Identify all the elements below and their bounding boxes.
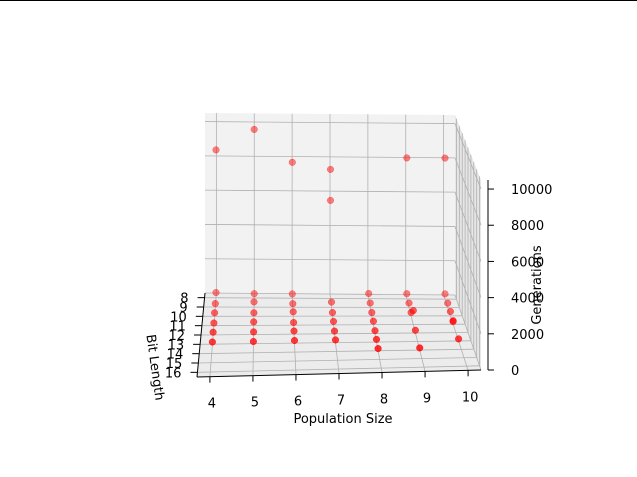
window-top-border <box>0 0 637 1</box>
data-point <box>455 335 463 343</box>
data-point <box>446 307 454 316</box>
data-point <box>409 306 417 315</box>
grid-line-z-back <box>204 189 456 193</box>
y-axis-label: Bit Length <box>142 333 166 401</box>
data-point <box>327 298 336 306</box>
data-point <box>371 327 379 335</box>
data-point <box>290 336 299 345</box>
x-tick-label: 7 <box>337 394 345 409</box>
grid-line-z-side <box>454 294 482 371</box>
x-axis-label: Population Size <box>293 412 392 427</box>
data-point <box>208 338 216 346</box>
data-point <box>250 328 258 336</box>
data-point <box>330 327 339 335</box>
x-tick-label: 9 <box>423 391 431 406</box>
data-point <box>441 290 449 298</box>
z-tick-label: 4000 <box>511 292 544 307</box>
z-tick-label: 2000 <box>511 328 544 343</box>
x-tick-label: 4 <box>208 397 216 412</box>
axis-panes <box>197 113 481 377</box>
z-tick-label: 0 <box>511 364 519 379</box>
grid-line-z-back <box>204 155 456 159</box>
grid-line-y-floor <box>197 365 480 373</box>
data-point <box>250 318 258 326</box>
data-point <box>369 317 377 325</box>
data-point <box>289 308 297 316</box>
data-point <box>210 319 218 327</box>
x-tick-label: 8 <box>380 392 388 407</box>
grid-line-z-side <box>454 260 482 334</box>
y-tick-label: 11 <box>169 320 186 335</box>
y-tick-label: 14 <box>167 348 184 363</box>
data-point <box>211 309 219 317</box>
data-point <box>250 290 258 298</box>
x-tick-label: 6 <box>294 395 302 410</box>
data-point <box>331 336 340 344</box>
data-points <box>208 125 463 353</box>
data-point <box>368 308 376 317</box>
grid-line-y-floor <box>204 297 457 300</box>
grid-line-z-side <box>454 123 482 190</box>
data-point <box>365 289 373 298</box>
y-tick-label: 8 <box>180 292 188 307</box>
grid-line-z-back <box>204 258 456 262</box>
grid-line-y-floor <box>198 357 477 364</box>
grid-line-z-side <box>454 192 482 262</box>
x-tick-label: 5 <box>251 396 259 411</box>
grid-line-y-floor <box>199 348 474 355</box>
grid-line-z-side <box>454 157 482 226</box>
data-point <box>374 345 382 353</box>
z-axis-label: Generations <box>530 245 545 325</box>
grid-line-z-back <box>204 121 456 124</box>
y-tick-label: 9 <box>179 301 187 316</box>
data-point <box>449 318 457 326</box>
data-point <box>288 290 296 298</box>
data-point <box>212 289 220 297</box>
data-point <box>289 300 297 308</box>
y-tick-label: 13 <box>168 338 185 353</box>
y-tick-label: 12 <box>168 329 185 344</box>
data-point <box>326 196 335 204</box>
data-point <box>403 290 411 298</box>
grid-line-z-back <box>204 224 456 227</box>
data-point <box>416 344 424 352</box>
z-tick-label: 10000 <box>511 183 552 198</box>
data-point <box>366 299 374 307</box>
data-point <box>250 298 258 306</box>
z-tick-label: 6000 <box>511 255 544 270</box>
data-point <box>372 335 381 343</box>
data-point <box>288 158 296 166</box>
x-tick-label: 10 <box>462 390 479 405</box>
y-tick-label: 15 <box>166 357 183 372</box>
data-point <box>328 309 337 317</box>
grid-line-y-floor <box>203 306 460 308</box>
grid-line-z-side <box>454 226 482 298</box>
data-point <box>212 146 220 154</box>
data-point <box>411 326 419 334</box>
grid-line-z-back <box>204 292 456 296</box>
z-tick-label: 8000 <box>511 219 544 234</box>
data-point <box>405 299 413 307</box>
data-point <box>329 317 338 325</box>
data-point <box>441 154 449 162</box>
data-point <box>290 327 298 335</box>
data-point <box>249 337 257 346</box>
y-tick-label: 16 <box>165 366 182 381</box>
tick-marks <box>190 188 494 383</box>
data-point <box>211 300 219 308</box>
data-point <box>250 125 258 133</box>
data-point <box>403 154 411 162</box>
y-tick-label: 10 <box>170 310 187 325</box>
data-point <box>326 165 335 173</box>
data-point <box>444 299 452 307</box>
data-point <box>250 309 258 317</box>
data-point <box>290 318 298 327</box>
data-point <box>209 328 217 336</box>
